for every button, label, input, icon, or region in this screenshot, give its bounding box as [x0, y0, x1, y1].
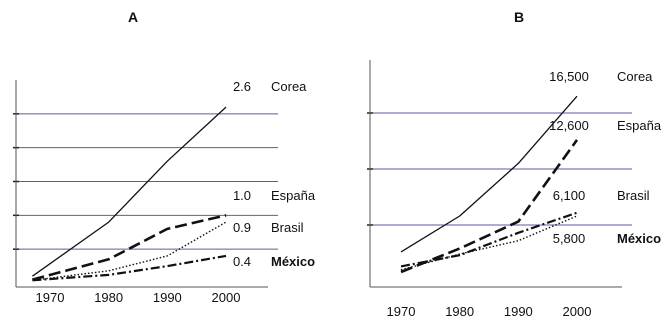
series-end-value: 12,600	[549, 118, 589, 133]
series-end-value: 0.4	[233, 254, 251, 269]
panel-b: B 1970 1980 1990 2000 16,500 Corea 12,600 Españ…	[367, 9, 662, 319]
series-end-value: 1.0	[233, 188, 251, 203]
series-end-value: 0.9	[233, 220, 251, 235]
series-name-label: España	[617, 118, 662, 133]
series-line	[400, 139, 579, 274]
x-tick-label: 1980	[94, 290, 123, 305]
panel-a: A 1970 1980 1990 2000 2.6 Corea 1.0 España 0.9 Br…	[13, 9, 316, 305]
series-end-value: 16,500	[549, 69, 589, 84]
series-line	[400, 95, 578, 253]
x-tick-label: 1990	[504, 304, 533, 319]
series-line	[400, 211, 578, 268]
series-line	[32, 106, 227, 277]
series-end-value: 5,800	[553, 231, 586, 246]
series-name-label: Corea	[271, 79, 307, 94]
x-tick-label: 1980	[445, 304, 474, 319]
panel-b-title: B	[514, 9, 524, 25]
series-name-label: México	[271, 254, 315, 269]
series-name-label: Corea	[617, 69, 653, 84]
series-name-label: México	[617, 231, 661, 246]
x-tick-label: 1990	[153, 290, 182, 305]
x-tick-label: 2000	[563, 304, 592, 319]
series-end-value: 2.6	[233, 79, 251, 94]
series-line	[32, 214, 227, 281]
x-tick-label: 2000	[212, 290, 241, 305]
series-name-label: Brasil	[617, 188, 650, 203]
panel-a-title: A	[128, 9, 138, 25]
series-end-value: 6,100	[553, 188, 586, 203]
series-line	[32, 254, 227, 282]
series-name-label: Brasil	[271, 220, 304, 235]
x-tick-label: 1970	[387, 304, 416, 319]
x-tick-label: 1970	[36, 290, 65, 305]
series-name-label: España	[271, 188, 316, 203]
